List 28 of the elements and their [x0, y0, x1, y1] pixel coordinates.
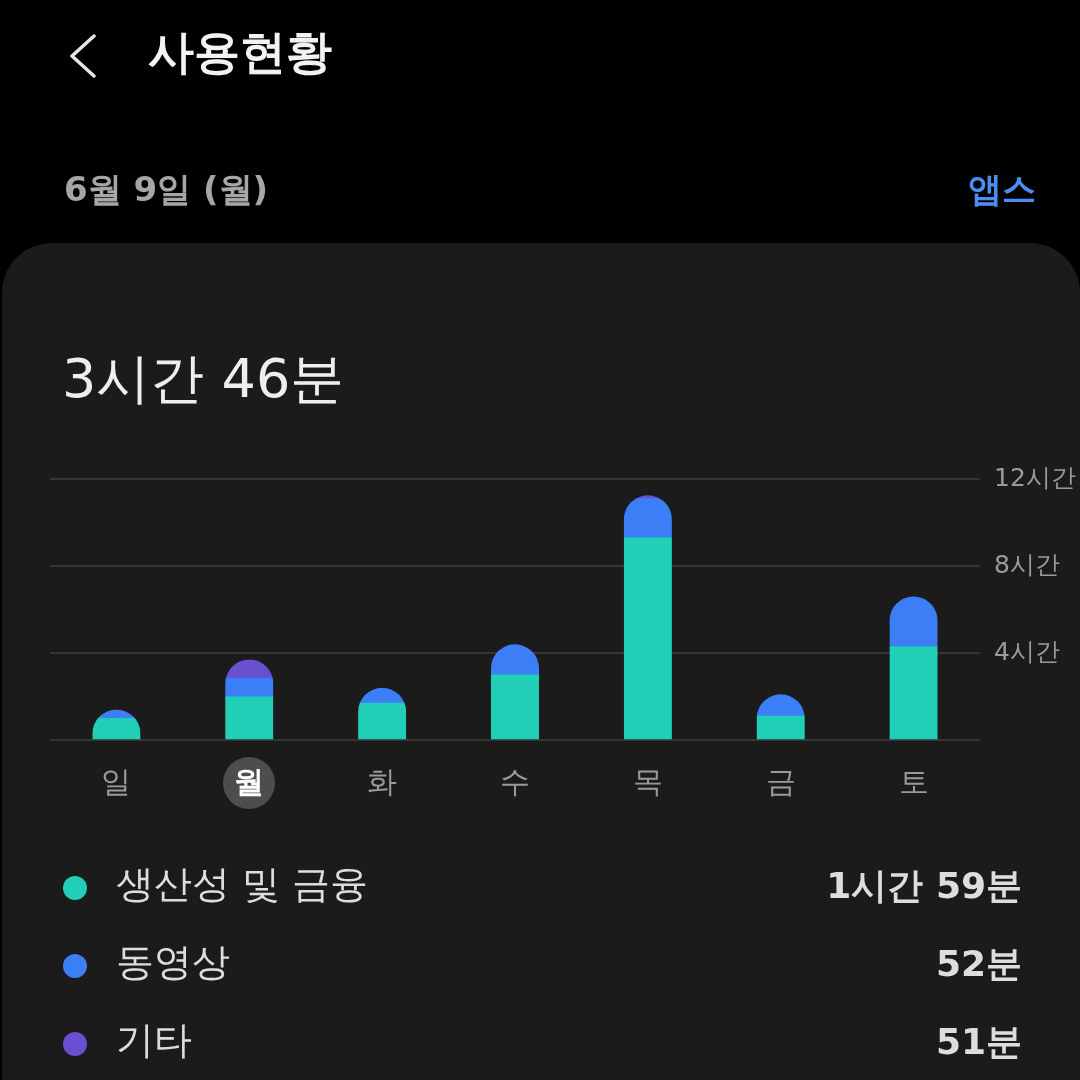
legend-label: 생산성 및 금융 [116, 862, 369, 907]
chart-subtitle: 6월 9일 (월) [64, 169, 269, 210]
legend-label: 기타 [116, 1018, 192, 1063]
x-tick-label: 토 [898, 763, 929, 799]
x-tick-label: 목 [632, 763, 663, 799]
bar [490, 674, 540, 740]
y-tick-label: 4시간 [994, 636, 1060, 666]
x-tick-label: 화 [367, 763, 398, 799]
y-tick-label: 12시간 [994, 462, 1076, 492]
text: 51분 [935, 1021, 1022, 1063]
text: 1시간 59분 [826, 865, 1022, 907]
bar [92, 717, 141, 740]
bar [889, 646, 938, 740]
bar [224, 677, 274, 698]
x-tick-label: 수 [500, 763, 530, 799]
text: 앱스 [968, 169, 1036, 210]
y-tick-label: 8시간 [994, 549, 1060, 579]
bar [756, 715, 806, 740]
bar [623, 537, 673, 740]
x-tick-label: 일 [101, 763, 132, 799]
chart-title: 사용현황 [148, 25, 332, 79]
text: 3시간 46분 [62, 347, 345, 411]
text: 52분 [935, 943, 1022, 985]
bar [224, 696, 274, 740]
x-tick-label: 금 [765, 763, 796, 799]
x-tick-label: 월 [234, 763, 265, 799]
legend-label: 동영상 [116, 940, 230, 985]
bar [357, 702, 407, 740]
